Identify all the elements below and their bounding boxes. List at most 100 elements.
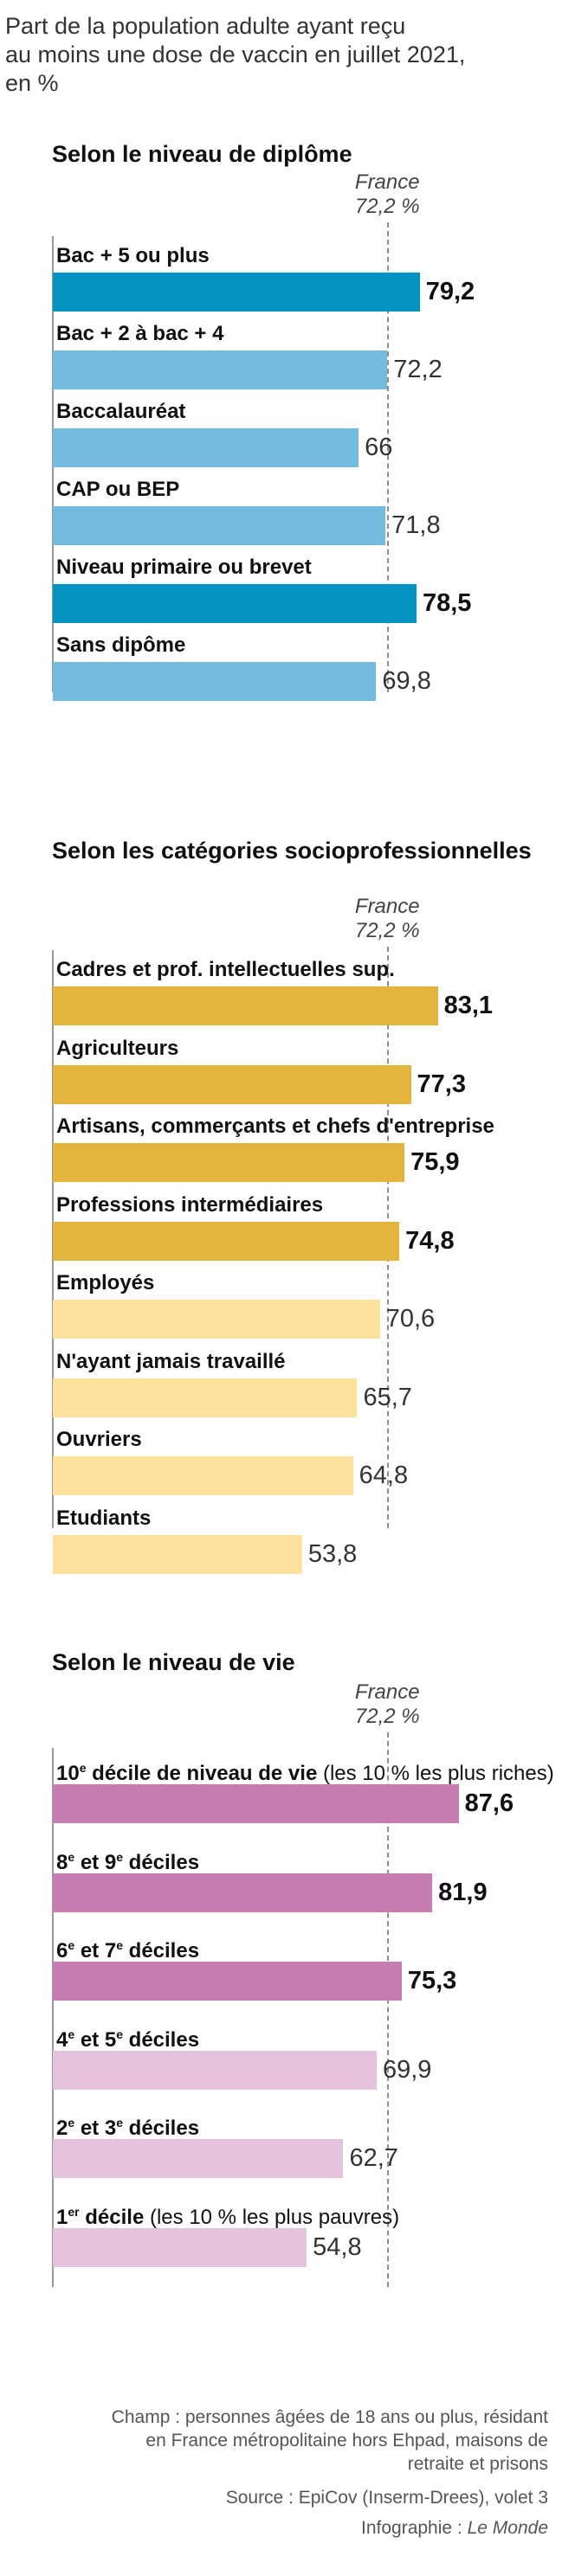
bar-label-main: 8e et 9e déciles (56, 1849, 200, 1874)
bar-label-sup: e (79, 1761, 87, 1775)
bar (53, 1962, 402, 2001)
bar-label-main: 4e et 5e déciles (56, 2027, 200, 2052)
bar (53, 986, 438, 1025)
bar-label: Etudiants (56, 1506, 152, 1530)
bar-label: Cadres et prof. intellectuelles sup. (56, 958, 395, 981)
reference-label-value: 72,2 % (354, 1705, 420, 1728)
bar-value: 81,9 (438, 1878, 488, 1906)
reference-label: France 72,2 % (335, 1680, 439, 1729)
bar-label-sup: er (68, 2204, 80, 2219)
bar-value: 83,1 (443, 992, 494, 1019)
bar-label: 8e et 9e déciles (56, 1844, 199, 1876)
bar-value: 75,9 (410, 1148, 460, 1176)
bar-value: 78,5 (422, 589, 472, 617)
bar-label: 2e et 3e déciles (56, 2110, 199, 2142)
chart-section: Selon le niveau de vie France 72,2 % 10e dé… (0, 1642, 575, 2304)
bar (53, 1300, 380, 1339)
bar (53, 1221, 400, 1261)
bar-label: Artisans, commerçants et chefs d'entrepr… (56, 1115, 494, 1138)
bar-value: 87,6 (464, 1789, 514, 1817)
reference-label-name: France (354, 170, 420, 194)
footer-credit: Infographie : Le Monde (361, 2518, 548, 2538)
axis-line (52, 1748, 54, 2287)
bar-label: Niveau primaire ou brevet (56, 556, 312, 579)
bar-label-main: 10e décile de niveau de vie (56, 1761, 318, 1785)
reference-line (387, 222, 390, 692)
chart-section: Selon les catégories socioprofessionnell… (0, 831, 575, 1574)
bar-value: 71,8 (391, 511, 441, 539)
bar-value: 54,8 (313, 2232, 362, 2261)
bar-value: 70,6 (385, 1305, 436, 1333)
bar (53, 428, 359, 467)
bar-label-sup: e (68, 1849, 75, 1864)
bar-value: 64,8 (359, 1461, 409, 1489)
bar-label-sup: e (116, 2027, 123, 2041)
bar-value: 79,2 (425, 278, 475, 305)
chart-section: Selon le niveau de diplôme France 72,2 % Ba… (0, 134, 575, 710)
footer-notes: Champ : personnes âgées de 18 ans ou plu… (111, 2407, 548, 2474)
bar-label: N'ayant jamais travaillé (56, 1349, 286, 1373)
bar (53, 1143, 405, 1182)
reference-line (387, 1732, 390, 2287)
bar-value: 75,3 (407, 1967, 457, 1995)
reference-label-name: France (354, 1680, 420, 1704)
section-title: Selon les catégories socioprofessionnell… (52, 838, 532, 864)
chart-intro: Part de la population adulte ayant reçu … (5, 13, 466, 96)
reference-label-value: 72,2 % (354, 919, 420, 942)
bar (53, 350, 388, 389)
reference-label: France 72,2 % (335, 895, 439, 943)
bar-value: 62,7 (349, 2144, 398, 2172)
bar-value: 72,2 (393, 356, 443, 383)
bar (53, 1873, 433, 1912)
bar-label-sup: e (68, 1938, 75, 1952)
bar-label: Professions intermédiaires (56, 1192, 324, 1217)
bar (53, 2227, 307, 2267)
footer-source: Source : EpiCov (Inserm-Drees), volet 3 (225, 2488, 548, 2508)
bar-label-suffix: (les 10 % les plus riches) (317, 1762, 554, 1785)
bar-label: Bac + 5 ou plus (56, 244, 210, 267)
bar-label: 10e décile de niveau de vie (les 10 % le… (56, 1755, 554, 1787)
bar-value: 77,3 (417, 1070, 466, 1098)
bar-value: 69,8 (382, 667, 431, 695)
bar-label-sup: e (116, 1849, 123, 1864)
section-title: Selon le niveau de diplôme (52, 141, 352, 167)
section-title: Selon le niveau de vie (52, 1649, 295, 1675)
bar (53, 1784, 459, 1823)
bar (53, 273, 420, 312)
bar-value: 74,8 (405, 1226, 455, 1255)
bar-label: 4e et 5e déciles (56, 2021, 199, 2053)
bar-value: 53,8 (307, 1539, 358, 1568)
bar-label-sup: e (68, 2116, 75, 2130)
bar (53, 506, 386, 545)
footer-credit-brand: Le Monde (467, 2518, 548, 2538)
bar-label-main: 6e et 7e déciles (56, 1938, 200, 1963)
bar-value: 65,7 (363, 1383, 412, 1411)
bar (53, 584, 417, 623)
bar-label-sup: e (68, 2027, 75, 2041)
bar-label: 1er décile (les 10 % les plus pauvres) (56, 2199, 399, 2231)
bar-value: 66 (365, 434, 393, 461)
bar-value: 69,9 (382, 2055, 432, 2084)
bar (53, 1456, 353, 1495)
bar (53, 2050, 377, 2090)
bar-label: 6e et 7e déciles (56, 1932, 199, 1964)
bar-label: Employés (56, 1271, 155, 1294)
bar-label-sup: e (116, 1938, 123, 1952)
bar-label: Agriculteurs (56, 1036, 179, 1060)
bar-label: Bac + 2 à bac + 4 (56, 322, 224, 345)
bar (53, 1378, 358, 1417)
reference-label: France 72,2 % (335, 170, 439, 219)
bar-label-suffix: (les 10 % les plus pauvres) (144, 2205, 400, 2229)
bar (53, 2139, 344, 2178)
bar-label: Sans dipôme (56, 633, 186, 657)
reference-label-value: 72,2 % (354, 195, 420, 218)
bar-label-sup: e (116, 2116, 123, 2130)
bar-label-main: 2e et 3e déciles (56, 2116, 200, 2140)
bar (53, 1534, 302, 1574)
bar-label: Baccalauréat (56, 400, 186, 423)
bar (53, 662, 377, 701)
bar-label-main: 1er décile (56, 2204, 145, 2229)
bar (53, 1064, 411, 1104)
bar-label: Ouvriers (56, 1428, 142, 1451)
bar-label: CAP ou BEP (56, 478, 180, 501)
